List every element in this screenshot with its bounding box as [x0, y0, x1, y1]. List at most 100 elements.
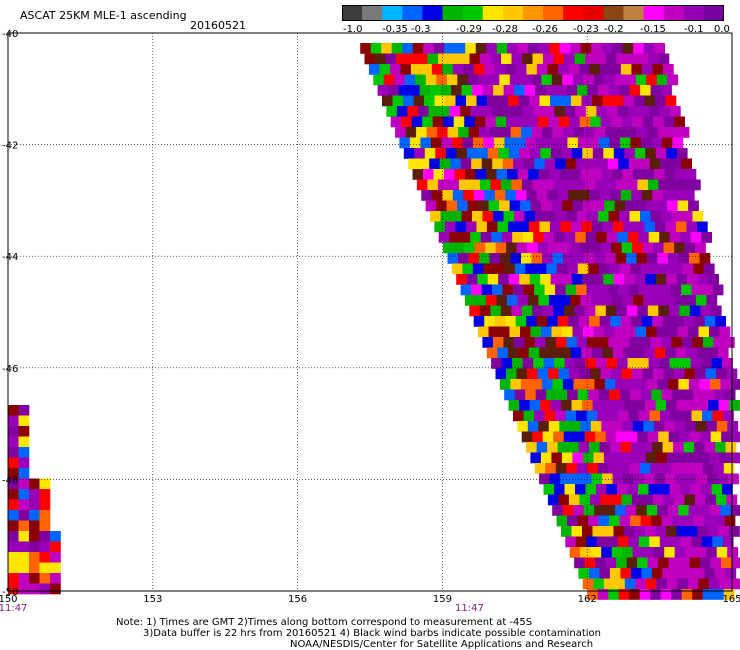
swath-cell: [456, 148, 468, 159]
swath-cell: [492, 284, 503, 296]
swath-cell: [479, 127, 490, 138]
swath-cell: [567, 263, 579, 275]
swath-cell: [429, 158, 440, 170]
swath-cell: [624, 578, 636, 590]
swath-cell: [522, 232, 534, 243]
swath-cell: [527, 295, 539, 306]
swath-cell: [611, 421, 623, 432]
swath-cell: [685, 169, 697, 180]
swath-cell: [670, 410, 682, 422]
swath-cell: [425, 74, 437, 86]
swath-cell: [589, 64, 601, 75]
swath-cell: [525, 389, 536, 401]
swath-cell: [657, 253, 669, 264]
swath-cell: [552, 127, 564, 138]
swath-cell: [468, 253, 480, 264]
swath-cell: [450, 158, 461, 170]
swath-cell: [533, 232, 544, 243]
swath-cell: [590, 295, 602, 306]
swath-cell: [588, 568, 600, 579]
swath-cell: [574, 53, 586, 65]
swath-cell: [625, 200, 636, 212]
swath-cell: [567, 515, 578, 527]
color-scale-tick-label: -0.3: [411, 24, 431, 35]
swath-cell: [624, 526, 635, 537]
swath-cell: [18, 447, 30, 458]
swath-cell: [519, 400, 530, 411]
latitude-label: -40: [2, 29, 18, 40]
swath-cell: [621, 368, 633, 380]
swath-cell: [398, 85, 410, 96]
swath-cell: [671, 463, 683, 474]
swath-cell: [539, 95, 551, 107]
swath-cell: [588, 389, 599, 401]
swath-cell: [543, 53, 554, 65]
swath-cell: [703, 515, 715, 527]
swath-cell: [608, 337, 620, 348]
swath-cell: [555, 463, 567, 474]
swath-cell: [475, 169, 487, 180]
swath-cell: [577, 137, 589, 149]
swath-cell: [419, 85, 431, 96]
swath-cell: [479, 253, 490, 264]
swath-cell: [687, 452, 699, 464]
swath-cell: [547, 190, 559, 201]
swath-cell: [441, 137, 453, 149]
swath-cell: [542, 127, 553, 138]
swath-cell: [562, 379, 574, 390]
swath-cell: [610, 190, 622, 201]
swath-cell: [529, 95, 540, 107]
swath-cell: [712, 284, 724, 296]
swath-cell: [625, 326, 636, 338]
swath-cell: [669, 358, 681, 369]
swath-cell: [556, 515, 568, 527]
swath-cell: [501, 358, 513, 369]
swath-cell: [570, 169, 581, 180]
swath-cell: [621, 242, 633, 254]
time-label: 11:47: [455, 603, 484, 614]
swath-cell: [649, 158, 661, 170]
swath-cell: [704, 568, 716, 579]
swath-cell: [549, 221, 561, 233]
swath-cell: [727, 547, 738, 558]
swath-cell: [602, 221, 614, 233]
swath-cell: [725, 568, 737, 579]
swath-cell: [718, 526, 730, 537]
swath-cell: [478, 74, 490, 86]
swath-cell: [661, 389, 673, 401]
swath-cell: [575, 232, 586, 243]
swath-cell: [566, 337, 578, 348]
swath-cell: [639, 410, 650, 422]
swath-cell: [684, 242, 696, 254]
swath-cell: [636, 505, 647, 516]
swath-cell: [607, 410, 619, 422]
swath-cell: [623, 473, 634, 485]
swath-cell: [626, 127, 637, 138]
swath-cell: [626, 431, 638, 443]
swath-cell: [639, 337, 651, 348]
swath-cell: [513, 284, 524, 296]
swath-cell: [576, 284, 587, 296]
swath-cell: [647, 253, 658, 264]
swath-cell: [584, 557, 596, 569]
swath-cell: [583, 505, 595, 516]
swath-cell: [556, 137, 568, 149]
swath-cell: [623, 347, 635, 359]
swath-cell: [475, 295, 487, 306]
swath-cell: [514, 263, 526, 275]
swath-cell: [635, 326, 647, 338]
swath-cell: [664, 421, 676, 432]
swath-cell: [584, 431, 596, 443]
swath-cell: [490, 179, 502, 191]
swath-cell: [574, 431, 585, 443]
swath-cell: [706, 547, 717, 558]
swath-cell: [547, 442, 558, 453]
swath-cell: [596, 536, 608, 548]
swath-cell: [701, 536, 713, 548]
swath-cell: [462, 137, 474, 149]
swath-cell: [617, 536, 629, 548]
swath-cell: [617, 106, 629, 117]
swath-cell: [566, 85, 578, 96]
swath-cell: [656, 74, 668, 86]
swath-cell: [612, 347, 624, 359]
